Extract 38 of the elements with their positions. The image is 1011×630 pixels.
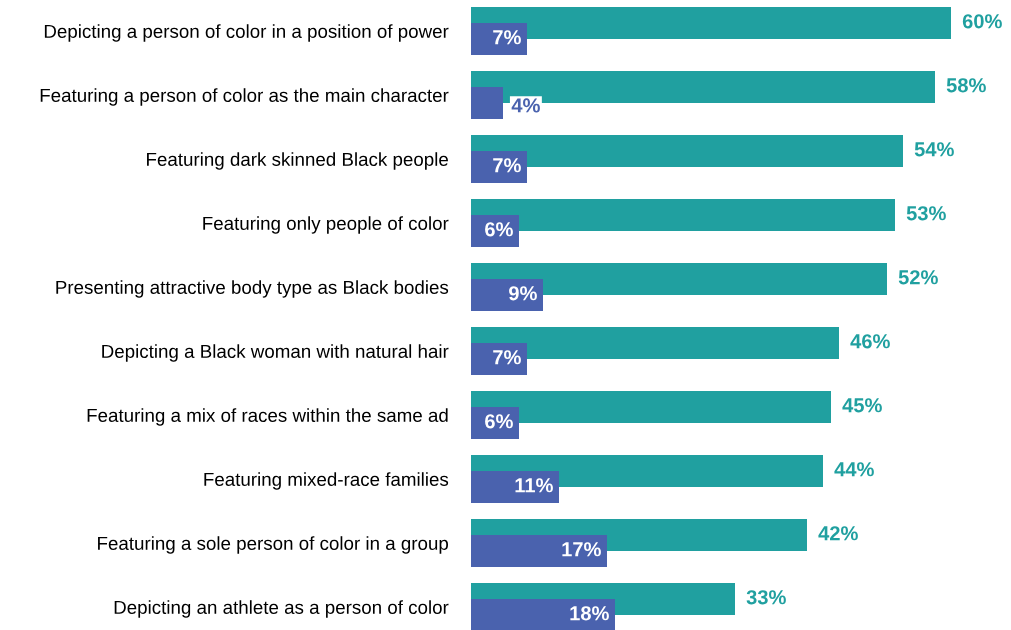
data-label: 58% [946, 78, 986, 93]
bar [471, 343, 527, 375]
data-label: 7% [493, 350, 521, 365]
y-tick-label: Featuring a sole person of color in a group [98, 536, 449, 554]
y-tick-label: Featuring a mix of races within the same ad [87, 408, 448, 426]
data-label: 6% [485, 222, 513, 237]
data-label: 33% [746, 590, 786, 605]
bar [471, 23, 527, 55]
data-label: 7% [493, 30, 521, 45]
data-label: 4% [511, 98, 540, 113]
data-label: 60% [962, 14, 1002, 29]
bar [471, 599, 615, 630]
bar [471, 151, 527, 183]
data-label: 6% [485, 414, 513, 429]
bar [471, 279, 543, 311]
data-label: 53% [906, 206, 946, 221]
data-label: 17% [562, 542, 601, 557]
data-label: 45% [842, 398, 882, 413]
data-label: 11% [515, 478, 553, 493]
y-tick-label: Featuring mixed-race families [204, 472, 449, 490]
data-label: 7% [493, 158, 521, 173]
y-tick-label: Featuring a person of color as the main character [40, 88, 449, 106]
data-label: 18% [570, 606, 609, 621]
data-label: 9% [509, 286, 537, 301]
data-label: 52% [898, 270, 938, 285]
bar [471, 471, 559, 503]
data-label: 44% [834, 462, 874, 477]
y-tick-label: Depicting an athlete as a person of color [114, 600, 449, 618]
y-tick-label: Featuring dark skinned Black people [147, 152, 448, 170]
data-label: 46% [850, 334, 890, 349]
bar [471, 87, 503, 119]
y-tick-label: Featuring only people of color [203, 216, 449, 234]
y-tick-label: Depicting a Black woman with natural hair [102, 344, 449, 362]
y-tick-label: Depicting a person of color in a position of power [44, 24, 449, 42]
bar [471, 535, 607, 567]
data-label: 42% [818, 526, 858, 541]
y-tick-label: Presenting attractive body type as Black bodies [56, 280, 449, 298]
data-label: 54% [914, 142, 954, 157]
